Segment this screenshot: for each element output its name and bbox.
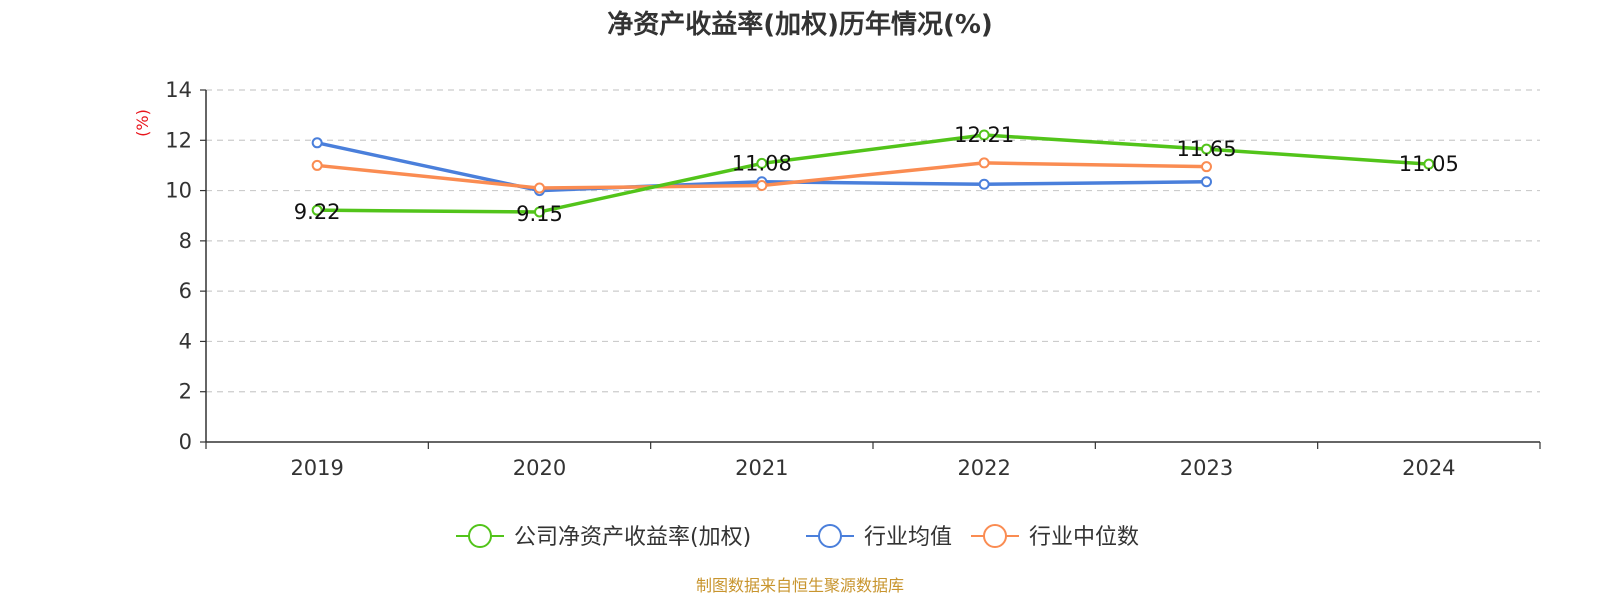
legend-item-1[interactable]: 行业均值 [806, 524, 952, 550]
data-point[interactable] [1201, 143, 1212, 155]
y-tick-label: 2 [179, 380, 192, 404]
y-tick-label: 0 [179, 430, 192, 454]
data-label: 12.21 [954, 123, 1014, 147]
legend-label: 公司净资产收益率(加权) [514, 525, 751, 550]
y-tick-label: 14 [165, 78, 192, 102]
data-label: 11.08 [732, 151, 792, 175]
x-tick-label: 2024 [1402, 456, 1455, 480]
legend-label: 行业均值 [864, 525, 952, 550]
legend-marker [983, 524, 1007, 548]
y-tick-label: 4 [179, 329, 192, 353]
y-tick-label: 8 [179, 229, 192, 253]
data-point[interactable] [1201, 161, 1212, 173]
y-tick-label: 6 [179, 279, 192, 303]
data-point[interactable] [534, 182, 545, 194]
legend-marker [818, 524, 842, 548]
x-tick-label: 2021 [735, 456, 788, 480]
y-axis-unit: (%) [133, 109, 152, 137]
series-line-0 [317, 133, 1429, 214]
axes: 0 2 4 6 8 10 12 14 2019 2020 2021 2022 2023 2024 [165, 78, 1541, 480]
data-point[interactable] [756, 157, 768, 169]
y-tick-label: 12 [165, 128, 192, 152]
data-label: 11.65 [1176, 137, 1236, 161]
data-point[interactable] [311, 204, 323, 216]
data-point[interactable] [1423, 158, 1435, 170]
x-tick-label: 2019 [290, 456, 343, 480]
data-label: 11.05 [1399, 152, 1459, 176]
legend-item-0[interactable]: 公司净资产收益率(加权) [456, 524, 751, 550]
x-tick-label: 2022 [957, 456, 1010, 480]
series-lines [311, 129, 1435, 218]
source-note: 制图数据来自恒生聚源数据库 [696, 576, 904, 595]
legend[interactable]: 公司净资产收益率(加权) 行业均值 行业中位数 [456, 524, 1139, 550]
data-point[interactable] [1201, 176, 1212, 188]
data-label: 9.22 [294, 200, 341, 224]
chart-title: 净资产收益率(加权)历年情况(%) [607, 9, 993, 40]
data-point[interactable] [756, 180, 768, 192]
data-point[interactable] [978, 129, 990, 141]
legend-label: 行业中位数 [1029, 525, 1139, 550]
data-point[interactable] [534, 206, 545, 218]
legend-item-2[interactable]: 行业中位数 [971, 524, 1139, 550]
data-point[interactable] [311, 159, 323, 171]
grid-lines [206, 89, 1540, 393]
legend-marker [468, 524, 492, 548]
data-point[interactable] [978, 157, 990, 169]
data-label: 9.15 [516, 202, 563, 226]
x-tick-label: 2020 [513, 456, 566, 480]
x-tick-label: 2023 [1180, 456, 1233, 480]
y-tick-label: 10 [165, 179, 192, 203]
data-point[interactable] [978, 178, 990, 190]
data-labels: 9.22 9.15 11.08 12.21 11.65 11.05 [294, 123, 1459, 226]
data-point[interactable] [311, 137, 323, 149]
